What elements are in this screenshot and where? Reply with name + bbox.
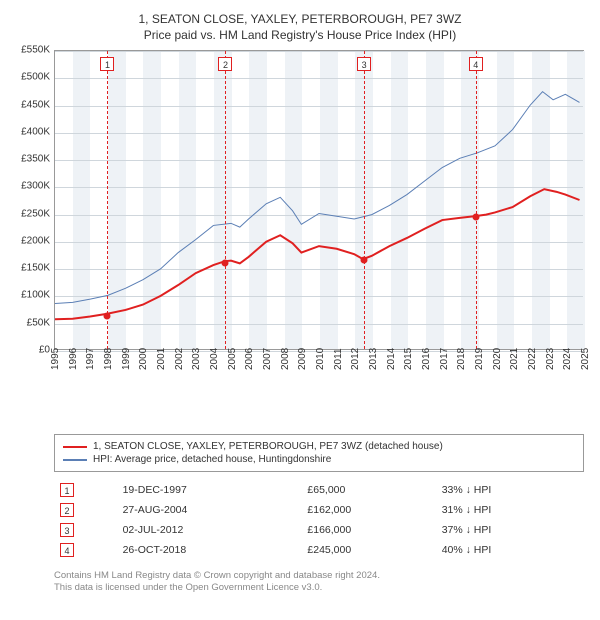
plot-area: 1 2 3 4 [54, 50, 584, 350]
tx-marker-cell: 1 [54, 480, 117, 500]
marker-line [364, 51, 365, 349]
transaction-row: 3 02-JUL-2012£166,00037% ↓ HPI [54, 520, 584, 540]
footer-line1: Contains HM Land Registry data © Crown c… [54, 570, 584, 582]
x-tick-label: 2019 [474, 348, 485, 370]
chart-subtitle: Price paid vs. HM Land Registry's House … [10, 28, 590, 42]
x-tick-label: 2004 [209, 348, 220, 370]
x-tick-label: 2011 [333, 348, 344, 370]
x-tick-label: 2009 [297, 348, 308, 370]
tx-price: £65,000 [301, 480, 435, 500]
series-line [55, 189, 580, 319]
tx-marker-cell: 4 [54, 540, 117, 560]
transaction-point [361, 257, 368, 264]
y-tick-label: £550K [21, 45, 50, 56]
legend-item: 1, SEATON CLOSE, YAXLEY, PETERBOROUGH, P… [63, 441, 575, 452]
x-tick-label: 2001 [156, 348, 167, 370]
x-tick-label: 2007 [262, 348, 273, 370]
x-tick-label: 2018 [456, 348, 467, 370]
y-tick-label: £300K [21, 181, 50, 192]
legend-swatch [63, 459, 87, 461]
y-tick-label: £150K [21, 263, 50, 274]
tx-price: £166,000 [301, 520, 435, 540]
x-tick-label: 1999 [121, 348, 132, 370]
transactions-table: 1 19-DEC-1997£65,00033% ↓ HPI 2 27-AUG-2004… [54, 480, 584, 560]
y-tick-label: £450K [21, 99, 50, 110]
tx-delta: 37% ↓ HPI [436, 520, 584, 540]
x-tick-label: 2002 [174, 348, 185, 370]
x-tick-label: 2020 [492, 348, 503, 370]
x-tick-label: 1995 [50, 348, 61, 370]
y-tick-label: £350K [21, 154, 50, 165]
x-tick-label: 2016 [421, 348, 432, 370]
y-tick-label: £400K [21, 126, 50, 137]
legend-label: 1, SEATON CLOSE, YAXLEY, PETERBOROUGH, P… [93, 441, 443, 452]
legend-label: HPI: Average price, detached house, Hunt… [93, 454, 331, 465]
tx-date: 26-OCT-2018 [117, 540, 302, 560]
transaction-row: 2 27-AUG-2004£162,00031% ↓ HPI [54, 500, 584, 520]
marker-box: 2 [218, 57, 232, 71]
tx-marker-cell: 2 [54, 500, 117, 520]
y-tick-label: £200K [21, 235, 50, 246]
tx-date: 27-AUG-2004 [117, 500, 302, 520]
x-tick-label: 2003 [191, 348, 202, 370]
chart: £0 £50K £100K £150K £200K £250K £300K £350K £400… [10, 50, 590, 390]
footer-line2: This data is licensed under the Open Gov… [54, 582, 584, 594]
marker-line [107, 51, 108, 349]
y-axis-labels: £0£50K£100K£150K£200K£250K£300K£350K£400… [10, 50, 52, 350]
legend: 1, SEATON CLOSE, YAXLEY, PETERBOROUGH, P… [54, 434, 584, 472]
y-tick-label: £0 [39, 345, 50, 356]
transaction-point [472, 214, 479, 221]
transaction-row: 4 26-OCT-2018£245,00040% ↓ HPI [54, 540, 584, 560]
x-tick-label: 2000 [138, 348, 149, 370]
tx-date: 02-JUL-2012 [117, 520, 302, 540]
x-tick-label: 2014 [386, 348, 397, 370]
x-tick-label: 1997 [85, 348, 96, 370]
x-tick-label: 2010 [315, 348, 326, 370]
y-tick-label: £50K [27, 317, 50, 328]
chart-title: 1, SEATON CLOSE, YAXLEY, PETERBOROUGH, P… [10, 12, 590, 26]
x-axis-labels: 1995199619971998199920002001200220032004… [54, 352, 584, 392]
tx-marker: 4 [60, 543, 74, 557]
tx-marker: 2 [60, 503, 74, 517]
marker-box: 4 [469, 57, 483, 71]
x-tick-label: 2024 [562, 348, 573, 370]
y-tick-label: £100K [21, 290, 50, 301]
marker-box: 3 [357, 57, 371, 71]
x-tick-label: 2015 [403, 348, 414, 370]
tx-date: 19-DEC-1997 [117, 480, 302, 500]
x-tick-label: 2012 [350, 348, 361, 370]
tx-marker-cell: 3 [54, 520, 117, 540]
transaction-point [104, 312, 111, 319]
marker-box: 1 [100, 57, 114, 71]
tx-delta: 31% ↓ HPI [436, 500, 584, 520]
transaction-point [222, 259, 229, 266]
y-tick-label: £500K [21, 72, 50, 83]
tx-marker: 3 [60, 523, 74, 537]
series-line [55, 92, 580, 304]
x-tick-label: 1998 [103, 348, 114, 370]
tx-price: £245,000 [301, 540, 435, 560]
x-tick-label: 2025 [580, 348, 591, 370]
marker-line [476, 51, 477, 349]
tx-price: £162,000 [301, 500, 435, 520]
marker-line [225, 51, 226, 349]
tx-marker: 1 [60, 483, 74, 497]
tx-delta: 40% ↓ HPI [436, 540, 584, 560]
x-tick-label: 2022 [527, 348, 538, 370]
x-tick-label: 2023 [545, 348, 556, 370]
x-tick-label: 1996 [68, 348, 79, 370]
x-tick-label: 2013 [368, 348, 379, 370]
y-tick-label: £250K [21, 208, 50, 219]
tx-delta: 33% ↓ HPI [436, 480, 584, 500]
x-tick-label: 2006 [244, 348, 255, 370]
x-tick-label: 2017 [439, 348, 450, 370]
legend-swatch [63, 446, 87, 448]
x-tick-label: 2008 [280, 348, 291, 370]
legend-item: HPI: Average price, detached house, Hunt… [63, 454, 575, 465]
x-tick-label: 2005 [227, 348, 238, 370]
chart-lines [55, 51, 583, 349]
x-tick-label: 2021 [509, 348, 520, 370]
footer: Contains HM Land Registry data © Crown c… [54, 570, 584, 595]
transaction-row: 1 19-DEC-1997£65,00033% ↓ HPI [54, 480, 584, 500]
